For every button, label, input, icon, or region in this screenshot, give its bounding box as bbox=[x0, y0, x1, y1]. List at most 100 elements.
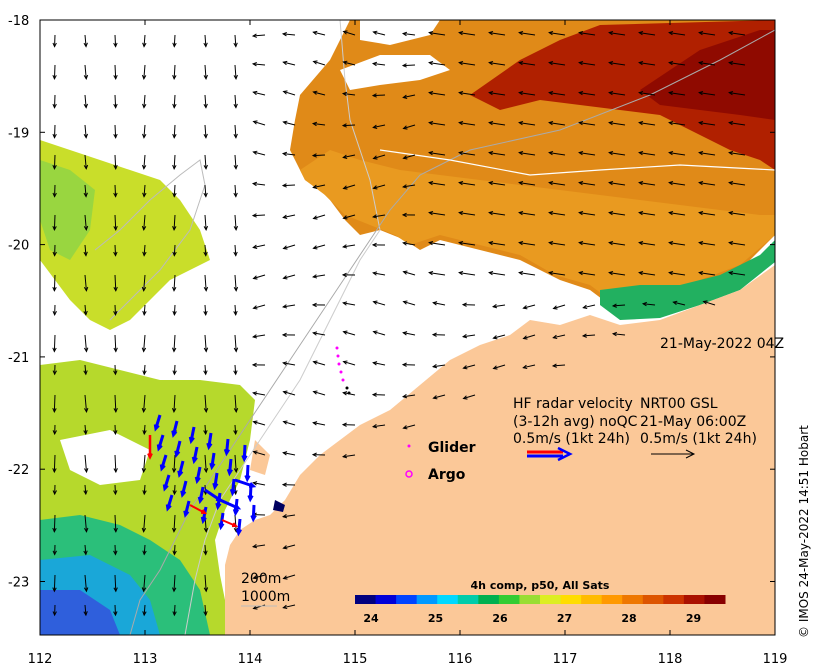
current-arrow bbox=[403, 124, 416, 129]
colorbar-swatch bbox=[540, 595, 562, 604]
current-arrow bbox=[173, 604, 176, 616]
current-arrow bbox=[253, 274, 266, 279]
current-arrow bbox=[84, 124, 87, 138]
current-arrow bbox=[234, 154, 237, 169]
current-arrow bbox=[53, 454, 56, 473]
current-arrow bbox=[313, 422, 326, 426]
current-arrow bbox=[53, 274, 56, 291]
current-arrow bbox=[283, 33, 296, 36]
current-arrow bbox=[53, 574, 56, 592]
current-arrow bbox=[373, 331, 386, 336]
current-arrow bbox=[699, 242, 716, 246]
current-arrow bbox=[253, 304, 266, 309]
glider-label: Glider bbox=[428, 440, 476, 456]
lon-tick-label: 119 bbox=[763, 652, 788, 667]
current-arrow bbox=[253, 151, 266, 156]
current-arrow bbox=[143, 544, 146, 555]
current-arrow bbox=[114, 34, 117, 47]
colorbar-swatch bbox=[601, 595, 623, 604]
current-arrow bbox=[519, 182, 536, 186]
current-arrow bbox=[173, 94, 176, 108]
current-arrow bbox=[234, 244, 237, 256]
current-arrow bbox=[283, 452, 296, 456]
current-arrow bbox=[253, 451, 266, 456]
current-arrow bbox=[609, 92, 626, 96]
current-arrow bbox=[173, 544, 176, 555]
current-arrow bbox=[609, 152, 626, 156]
current-arrow bbox=[343, 331, 356, 336]
current-arrow bbox=[234, 184, 237, 197]
current-arrow bbox=[343, 302, 356, 306]
land-mainland bbox=[225, 265, 775, 635]
current-arrow bbox=[519, 212, 536, 216]
current-arrow bbox=[579, 152, 596, 156]
current-arrow bbox=[402, 64, 416, 67]
current-arrow bbox=[253, 544, 266, 548]
current-arrow bbox=[143, 364, 146, 375]
current-arrow bbox=[549, 122, 566, 126]
current-arrow bbox=[669, 62, 686, 66]
current-arrow bbox=[143, 154, 146, 169]
current-arrow bbox=[253, 482, 266, 486]
current-arrow bbox=[53, 334, 56, 352]
current-arrow bbox=[372, 94, 386, 97]
current-arrow bbox=[143, 514, 146, 532]
current-arrow bbox=[639, 32, 656, 36]
current-arrow bbox=[84, 214, 87, 230]
current-arrow bbox=[283, 153, 296, 156]
current-arrow bbox=[114, 274, 117, 291]
current-arrow bbox=[549, 182, 566, 186]
current-arrow bbox=[253, 334, 266, 338]
current-arrow bbox=[433, 394, 446, 399]
current-arrow bbox=[489, 272, 506, 276]
current-arrow bbox=[459, 152, 476, 156]
current-arrow bbox=[489, 212, 506, 216]
current-arrow bbox=[463, 334, 476, 338]
hf-radar-legend: HF radar velocity (3-12h avg) noQC 0.5m/… bbox=[513, 396, 638, 462]
current-arrow bbox=[519, 92, 536, 96]
current-arrow bbox=[204, 334, 207, 352]
current-arrow bbox=[429, 62, 446, 66]
current-arrow bbox=[253, 392, 266, 396]
current-arrow bbox=[234, 34, 237, 47]
current-arrow bbox=[493, 364, 506, 369]
current-arrow bbox=[673, 301, 686, 306]
current-arrow bbox=[204, 574, 207, 592]
current-arrow bbox=[459, 242, 476, 246]
current-arrow bbox=[253, 63, 266, 66]
lon-tick-label: 116 bbox=[448, 652, 473, 667]
current-arrow bbox=[459, 92, 476, 96]
current-arrow bbox=[143, 184, 146, 197]
current-arrow bbox=[283, 214, 296, 218]
current-arrow bbox=[583, 304, 596, 309]
current-arrow bbox=[343, 30, 356, 36]
current-arrow bbox=[204, 64, 207, 79]
current-arrow bbox=[609, 242, 626, 246]
current-arrow bbox=[234, 334, 237, 352]
current-arrow bbox=[459, 122, 476, 126]
current-arrow bbox=[489, 122, 506, 126]
current-arrow bbox=[729, 92, 746, 96]
current-arrow bbox=[373, 301, 386, 306]
current-arrow bbox=[609, 62, 626, 66]
current-arrow bbox=[283, 362, 296, 366]
current-arrow bbox=[312, 154, 326, 157]
map-frame bbox=[39, 19, 776, 636]
current-arrow bbox=[459, 32, 476, 36]
current-arrow bbox=[523, 364, 536, 369]
current-arrow bbox=[403, 94, 416, 98]
current-arrow bbox=[373, 184, 386, 189]
current-arrow bbox=[234, 64, 237, 79]
current-arrow bbox=[173, 334, 176, 352]
current-arrow bbox=[729, 272, 746, 276]
current-arrow bbox=[489, 32, 506, 36]
current-arrow bbox=[699, 122, 716, 126]
current-arrow bbox=[143, 454, 146, 472]
longitude-axis: 112 113 114 115 116 117 118 119 bbox=[28, 20, 788, 667]
current-arrow bbox=[729, 242, 746, 246]
current-arrow bbox=[612, 304, 626, 307]
current-arrow bbox=[253, 244, 266, 248]
current-arrow bbox=[313, 123, 326, 126]
current-arrow bbox=[53, 154, 56, 169]
hf-legend-line1: HF radar velocity bbox=[513, 396, 633, 412]
